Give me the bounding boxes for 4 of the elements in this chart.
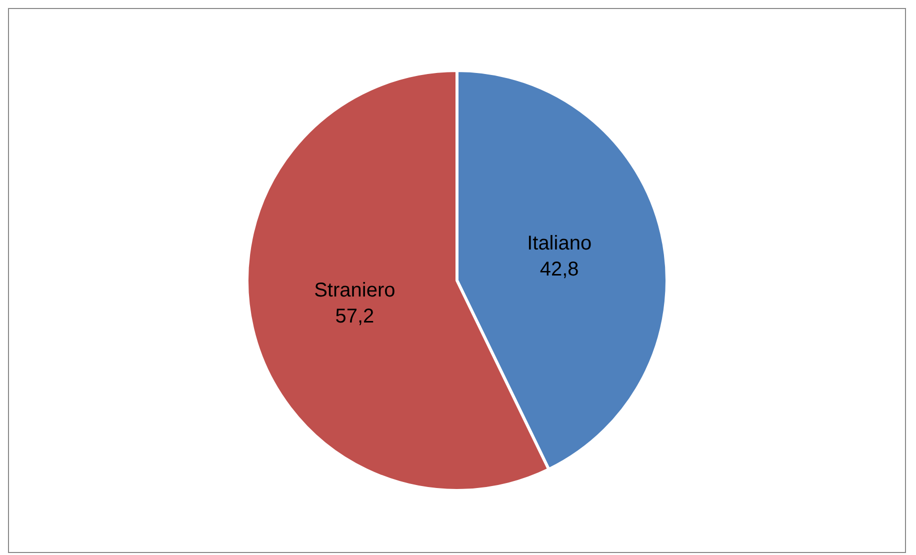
- data-label: 57,2: [335, 306, 374, 328]
- data-label: 42,8: [540, 258, 579, 280]
- slice-label: Italiano: [527, 232, 592, 254]
- slice-label: Straniero: [314, 280, 396, 302]
